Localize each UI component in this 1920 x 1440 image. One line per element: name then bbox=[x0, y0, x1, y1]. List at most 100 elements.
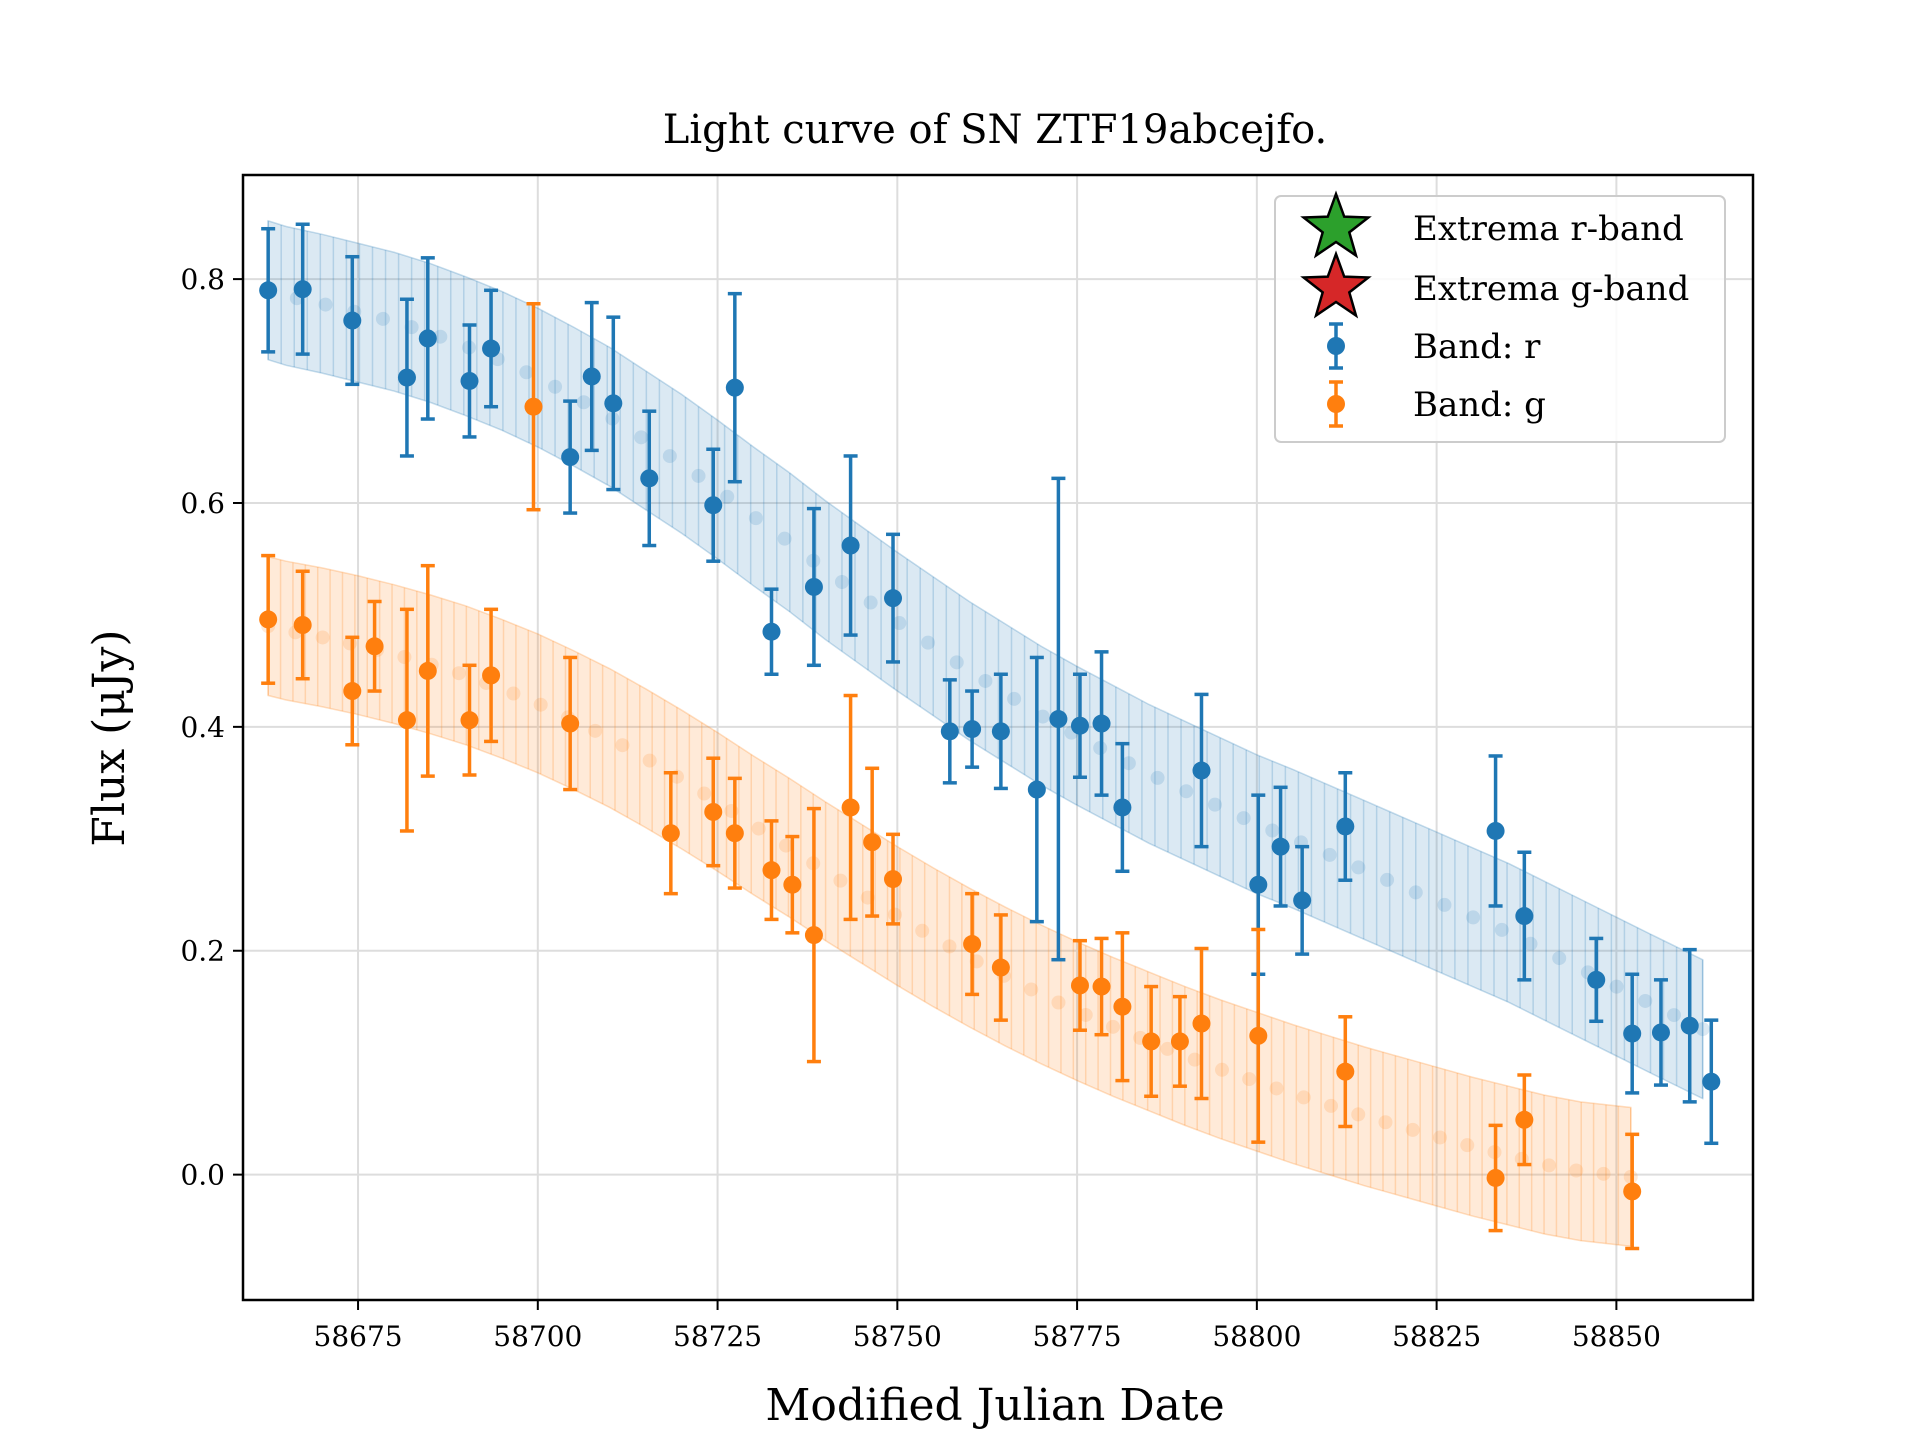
model-point-g bbox=[533, 697, 548, 712]
model-point-r bbox=[1523, 936, 1538, 951]
data-point-r bbox=[259, 226, 278, 354]
marker bbox=[482, 339, 501, 358]
model-point-g bbox=[1432, 1130, 1447, 1145]
model-point-r bbox=[921, 635, 936, 650]
model-point-g bbox=[751, 821, 766, 836]
x-tick-label: 58775 bbox=[1033, 1320, 1122, 1353]
model-point-g bbox=[1187, 1052, 1202, 1067]
model-point-g bbox=[1460, 1138, 1475, 1153]
legend: Extrema r-band Extrema g-band Band: r Band:… bbox=[1274, 190, 1726, 443]
data-point-r bbox=[1587, 936, 1606, 1024]
legend-marker bbox=[1327, 395, 1345, 413]
chart-title: Light curve of SN ZTF19abcejfo. bbox=[663, 107, 1327, 153]
data-point-g bbox=[293, 569, 312, 681]
data-point-r bbox=[1651, 978, 1670, 1087]
data-point-r bbox=[991, 672, 1010, 791]
model-point-r bbox=[1695, 1022, 1710, 1037]
model-point-g bbox=[315, 630, 330, 645]
data-point-g bbox=[804, 806, 823, 1064]
x-axis-title: Modified Julian Date bbox=[765, 1380, 1224, 1431]
model-point-r bbox=[1494, 922, 1509, 937]
data-point-g bbox=[1249, 927, 1268, 1144]
marker bbox=[725, 378, 744, 397]
model-point-g bbox=[1078, 1007, 1093, 1022]
legend-label: Extrema r-band bbox=[1413, 209, 1684, 249]
data-point-r bbox=[1623, 972, 1642, 1095]
y-axis-title: Flux (μJy) bbox=[84, 629, 135, 846]
marker bbox=[863, 833, 882, 852]
model-point-r bbox=[834, 574, 849, 589]
model-point-g bbox=[915, 923, 930, 938]
data-point-r bbox=[1113, 741, 1132, 874]
model-point-g bbox=[1160, 1041, 1175, 1056]
data-point-r bbox=[482, 288, 501, 409]
x-tick-label: 58800 bbox=[1212, 1320, 1301, 1353]
model-point-r bbox=[634, 430, 649, 445]
model-point-r bbox=[519, 365, 534, 380]
model-point-g bbox=[1323, 1098, 1338, 1113]
model-point-g bbox=[942, 939, 957, 954]
data-point-g bbox=[963, 891, 982, 997]
data-point-r bbox=[704, 447, 723, 563]
x-tick-label: 58825 bbox=[1392, 1320, 1481, 1353]
marker bbox=[963, 935, 982, 954]
model-point-r bbox=[1121, 756, 1136, 771]
marker bbox=[1486, 1168, 1505, 1187]
data-point-g bbox=[397, 607, 416, 833]
data-point-r bbox=[1680, 947, 1699, 1104]
marker bbox=[418, 329, 437, 348]
marker bbox=[762, 622, 781, 641]
data-point-r bbox=[293, 222, 312, 356]
marker bbox=[343, 311, 362, 330]
data-point-g bbox=[863, 766, 882, 918]
data-point-r bbox=[640, 409, 659, 548]
model-point-r bbox=[1035, 709, 1050, 724]
marker bbox=[343, 682, 362, 701]
marker bbox=[1192, 1014, 1211, 1033]
marker bbox=[704, 496, 723, 515]
data-point-g bbox=[1113, 931, 1132, 1083]
data-point-g bbox=[725, 776, 744, 890]
marker bbox=[1336, 1062, 1355, 1081]
marker bbox=[1070, 976, 1089, 995]
model-point-r bbox=[777, 531, 792, 546]
data-point-g bbox=[1336, 1015, 1355, 1129]
x-tick-label: 58725 bbox=[673, 1320, 762, 1353]
data-point-r bbox=[1070, 672, 1089, 779]
data-point-r bbox=[1049, 476, 1068, 962]
marker bbox=[524, 397, 543, 416]
y-tick-label: 0.4 bbox=[180, 711, 225, 744]
marker bbox=[1271, 837, 1290, 856]
model-point-g bbox=[1542, 1158, 1557, 1173]
model-point-r bbox=[978, 673, 993, 688]
y-tick-label: 0.2 bbox=[180, 935, 225, 968]
y-tick-label: 0.0 bbox=[180, 1159, 225, 1192]
data-point-r bbox=[762, 587, 781, 677]
marker bbox=[1092, 714, 1111, 733]
marker bbox=[1651, 1023, 1670, 1042]
data-point-g bbox=[884, 832, 903, 926]
data-point-r bbox=[561, 399, 580, 515]
legend-entry: Extrema g-band bbox=[1300, 250, 1689, 319]
marker bbox=[884, 870, 903, 889]
marker bbox=[1623, 1024, 1642, 1043]
data-point-g bbox=[661, 771, 680, 896]
marker bbox=[397, 368, 416, 387]
model-point-g bbox=[1214, 1062, 1229, 1077]
marker bbox=[1623, 1182, 1642, 1201]
data-point-r bbox=[604, 315, 623, 492]
data-point-g bbox=[1486, 1123, 1505, 1233]
marker bbox=[1049, 710, 1068, 729]
data-point-g bbox=[762, 819, 781, 922]
marker bbox=[582, 367, 601, 386]
marker bbox=[418, 661, 437, 680]
marker bbox=[661, 824, 680, 843]
data-point-r bbox=[1515, 850, 1534, 982]
marker bbox=[365, 637, 384, 656]
model-point-r bbox=[576, 395, 591, 410]
model-point-r bbox=[1466, 910, 1481, 925]
model-point-g bbox=[397, 650, 412, 665]
data-point-g bbox=[1515, 1073, 1534, 1167]
data-point-g bbox=[343, 635, 362, 747]
model-point-g bbox=[1596, 1166, 1611, 1181]
